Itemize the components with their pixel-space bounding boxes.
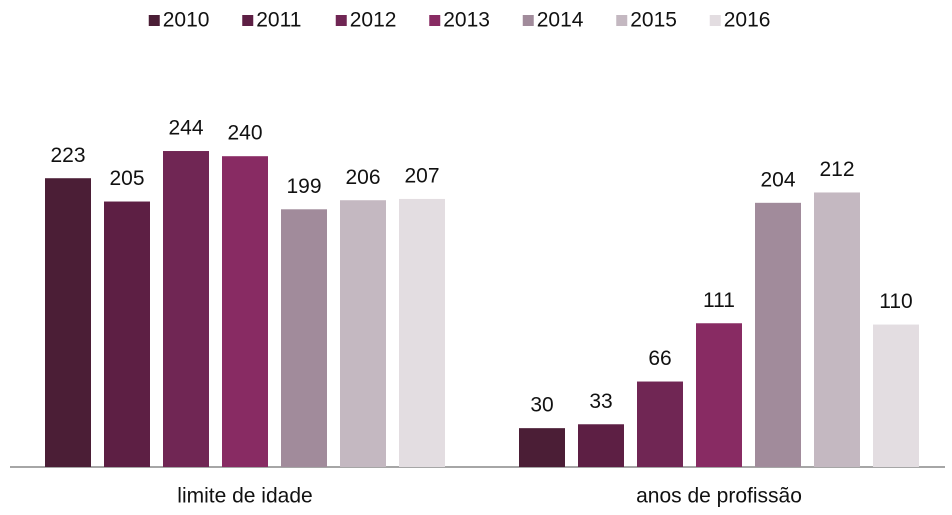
bar [519,428,565,467]
legend-swatch [616,15,628,26]
bar [814,192,860,467]
data-label: 111 [703,289,735,312]
legend-swatch [242,15,254,26]
legend-swatch [335,15,347,26]
data-label: 223 [50,144,85,167]
data-label: 240 [227,122,262,145]
data-label: 206 [345,166,380,189]
data-label: 30 [530,394,553,417]
legend-label: 2013 [443,9,490,32]
data-label: 199 [286,175,321,198]
legend-swatch [148,15,160,26]
bar [696,323,742,467]
data-label: 244 [168,117,203,140]
legend-label: 2012 [350,9,397,32]
bar [222,156,268,467]
legend-label: 2016 [724,9,771,32]
bar [755,202,801,467]
bar [45,178,91,467]
bar [281,209,327,468]
bar [873,324,919,467]
bar [637,381,683,467]
legend-swatch [709,15,721,26]
bar [104,201,150,467]
legend-label: 2011 [256,9,301,32]
data-label: 205 [109,167,144,190]
x-tick-label: anos de profissão [636,485,802,508]
data-label: 204 [760,168,795,191]
data-label: 212 [819,158,854,181]
bar [399,198,445,467]
data-label: 66 [648,347,671,370]
legend-swatch [522,15,534,26]
bar [163,151,209,467]
bar [578,424,624,467]
data-label: 207 [404,164,439,187]
data-label: 33 [589,390,612,413]
legend-label: 2010 [163,9,210,32]
x-tick-label: limite de idade [177,485,312,508]
data-label: 110 [879,290,912,313]
legend-swatch [429,15,441,26]
legend-label: 2014 [537,9,584,32]
bar [340,200,386,468]
legend-label: 2015 [630,9,677,32]
